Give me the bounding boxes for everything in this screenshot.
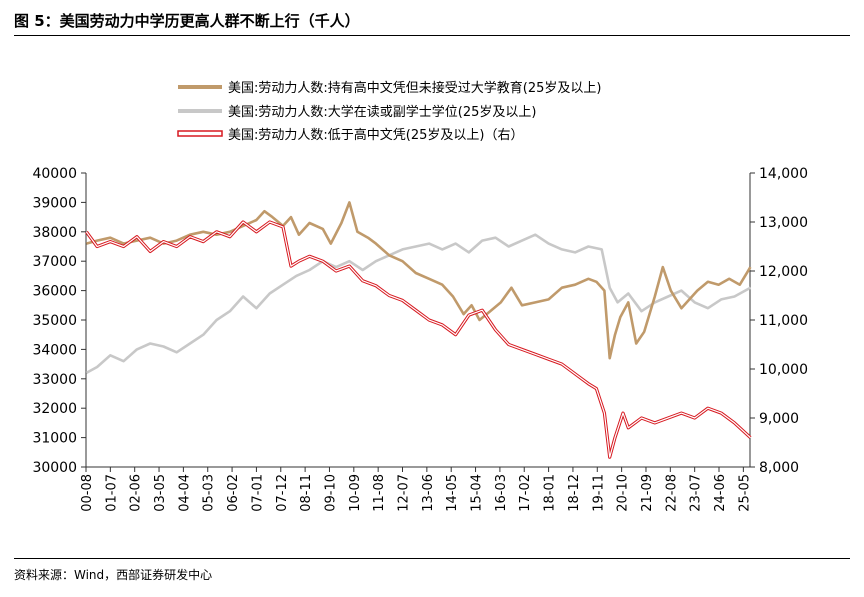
x-tick-label: 16-03 <box>494 474 509 512</box>
left-tick-label: 30000 <box>32 460 77 476</box>
x-tick-label: 03-05 <box>153 474 168 512</box>
series-line-1 <box>85 233 752 375</box>
right-tick-label: 10,000 <box>759 362 808 378</box>
left-tick-label: 40000 <box>32 166 77 182</box>
x-tick-label: 20-10 <box>616 474 631 512</box>
x-tick-label: 15-04 <box>470 474 485 512</box>
x-tick-label: 04-04 <box>177 474 192 512</box>
right-tick-label: 8,000 <box>759 460 799 476</box>
series-line-0 <box>86 201 752 360</box>
source-note: 资料来源：Wind，西部证券研发中心 <box>14 568 213 582</box>
x-tick-label: 12-07 <box>397 474 412 512</box>
x-tick-label: 05-03 <box>202 474 217 512</box>
right-tick-label: 12,000 <box>759 264 808 280</box>
x-tick-label: 18-01 <box>543 474 558 512</box>
series-line-2-inner <box>85 221 751 458</box>
x-tick-label: 13-06 <box>421 474 436 512</box>
left-tick-label: 33000 <box>32 372 77 388</box>
left-tick-label: 35000 <box>32 313 77 329</box>
x-tick-label: 25-05 <box>737 474 752 512</box>
left-tick-label: 34000 <box>32 342 77 358</box>
legend-label: 美国:劳动力人数:持有高中文凭但未接受过大学教育(25岁及以上) <box>228 80 601 96</box>
x-tick-label: 10-09 <box>348 474 363 512</box>
x-tick-label: 23-07 <box>689 474 704 512</box>
left-tick-label: 39000 <box>32 195 77 211</box>
x-tick-label: 14-05 <box>445 474 460 512</box>
left-tick-label: 38000 <box>32 225 77 241</box>
left-tick-label: 31000 <box>32 431 77 447</box>
x-tick-label: 17-02 <box>518 474 533 512</box>
bottom-rule <box>14 558 850 559</box>
x-tick-label: 00-08 <box>80 474 95 512</box>
x-tick-label: 08-11 <box>299 474 314 512</box>
x-tick-label: 11-08 <box>372 474 387 512</box>
axes: 30000 31000 32000 33000 34000 35000 36000 37000… <box>32 166 808 512</box>
right-tick-label: 13,000 <box>759 215 808 231</box>
legend: 美国:劳动力人数:持有高中文凭但未接受过大学教育(25岁及以上) 美国:劳动力人数… <box>177 80 601 143</box>
right-tick-label: 14,000 <box>759 166 808 182</box>
figure-title: 图 5：美国劳动力中学历更高人群不断上行（千人） <box>14 12 360 30</box>
x-tick-label: 19-11 <box>591 474 606 512</box>
x-tick-label: 24-06 <box>713 474 728 512</box>
left-tick-label: 32000 <box>32 401 77 417</box>
x-tick-label: 18-12 <box>567 474 582 512</box>
x-tick-label: 09-10 <box>323 474 338 512</box>
x-tick-label: 21-09 <box>640 474 655 512</box>
left-tick-label: 37000 <box>32 254 77 270</box>
x-tick-label: 02-06 <box>129 474 144 512</box>
x-tick-label: 22-08 <box>664 474 679 512</box>
top-rule <box>14 35 850 36</box>
legend-swatch <box>177 130 223 137</box>
right-tick-label: 9,000 <box>759 411 799 427</box>
x-tick-label: 07-01 <box>250 474 265 512</box>
x-tick-label: 01-07 <box>104 474 119 512</box>
right-tick-label: 11,000 <box>759 313 808 329</box>
legend-label: 美国:劳动力人数:低于高中文凭(25岁及以上)（右） <box>228 127 523 143</box>
legend-label: 美国:劳动力人数:大学在读或副学士学位(25岁及以上) <box>228 104 536 120</box>
x-tick-label: 07-12 <box>275 474 290 512</box>
left-tick-label: 36000 <box>32 284 77 300</box>
series-lines <box>85 201 752 459</box>
x-tick-label: 06-02 <box>226 474 241 512</box>
